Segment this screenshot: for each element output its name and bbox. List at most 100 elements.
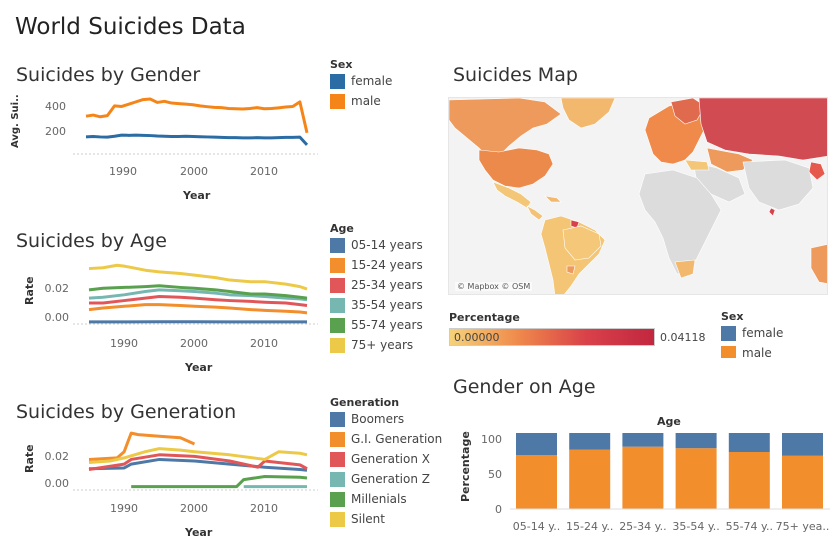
gender-chart-title: Suicides by Gender (16, 64, 201, 86)
series-line-25-34-years[interactable] (89, 294, 308, 307)
map-region-greenland[interactable] (560, 98, 616, 129)
map-sex-legend-title: Sex (721, 310, 744, 323)
gender-line-chart[interactable]: 400 200 1990 2000 2010 (0, 0, 320, 200)
series-line-15-24-years[interactable] (88, 303, 308, 315)
bar-female-2[interactable] (622, 433, 664, 447)
map-sex-legend: Sex female male (721, 310, 783, 358)
map-color-legend-title: Percentage (449, 311, 520, 324)
gender-legend: Sex female male (330, 58, 392, 111)
legend-item-female[interactable]: female (330, 71, 392, 91)
bar-male-5[interactable] (782, 455, 823, 509)
map-region-central-america[interactable] (526, 205, 544, 221)
map-region-russia[interactable] (698, 98, 828, 161)
legend-swatch (330, 237, 345, 253)
legend-swatch (721, 325, 736, 341)
generation-x-tick: 2000 (180, 502, 208, 515)
map-region-scandinavia[interactable] (670, 98, 706, 125)
series-line-silent[interactable] (88, 447, 308, 465)
bar-chart-title: Gender on Age (453, 376, 596, 398)
bar-female-3[interactable] (675, 433, 717, 449)
age-legend: Age 05-14 years 15-24 years 25-34 years … (330, 222, 423, 355)
series-line-55-74-years[interactable] (88, 284, 308, 300)
legend-item-generation-z[interactable]: Generation Z (330, 469, 442, 489)
legend-swatch (330, 277, 345, 293)
series-line-35-54-years[interactable] (88, 288, 308, 302)
map-region-turkey[interactable] (684, 159, 710, 171)
map-region-north-america[interactable] (449, 98, 562, 159)
generation-x-tick: 1990 (110, 502, 138, 515)
series-line-male[interactable] (85, 97, 309, 134)
legend-item-male[interactable]: male (721, 343, 783, 358)
series-line-75-years[interactable] (88, 263, 308, 291)
generation-x-axis-title: Year (185, 526, 213, 539)
map-color-max: 0.04118 (660, 331, 706, 344)
bar-male-3[interactable] (675, 448, 717, 509)
age-x-tick: 2010 (250, 337, 278, 350)
bar-male-4[interactable] (728, 452, 770, 509)
gender-y-tick: 200 (45, 125, 66, 138)
world-map-shapes (449, 98, 828, 294)
legend-item-25-34[interactable]: 25-34 years (330, 275, 423, 295)
map-region-uruguay[interactable] (566, 265, 576, 275)
bar-category-label: 15-24 y.. (566, 520, 613, 533)
map-color-min: 0.00000 (454, 331, 500, 344)
stacked-bar-chart[interactable]: 100 50 0 05-14 y.. 15-24 y.. 25-34 y.. 35-5… (0, 0, 839, 545)
legend-swatch (330, 337, 345, 353)
map-region-oceania[interactable] (810, 244, 828, 284)
map-region-usa[interactable] (478, 147, 554, 189)
map-region-caribbean[interactable] (544, 195, 562, 203)
legend-item-35-54[interactable]: 35-54 years (330, 295, 423, 315)
age-x-tick: 1990 (110, 337, 138, 350)
series-line-boomers[interactable] (88, 457, 308, 472)
series-line-g-i-generation[interactable] (88, 431, 196, 461)
map-color-ramp (449, 328, 655, 346)
legend-item-75-plus[interactable]: 75+ years (330, 335, 423, 355)
bar-female-0[interactable] (516, 433, 557, 456)
legend-item-05-14[interactable]: 05-14 years (330, 235, 423, 255)
age-x-axis-title: Year (185, 361, 213, 374)
legend-swatch (330, 451, 345, 467)
bar-male-0[interactable] (516, 455, 557, 509)
bar-female-5[interactable] (782, 433, 823, 456)
bar-male-1[interactable] (569, 449, 611, 509)
legend-item-female[interactable]: female (721, 323, 783, 343)
gender-x-tick: 2010 (250, 165, 278, 178)
legend-item-55-74[interactable]: 55-74 years (330, 315, 423, 335)
bar-category-label: 25-34 y.. (619, 520, 666, 533)
age-y-tick: 0.00 (45, 311, 70, 324)
map-attribution[interactable]: © Mapbox © OSM (455, 282, 533, 291)
legend-item-15-24[interactable]: 15-24 years (330, 255, 423, 275)
map-region-central-asia[interactable] (706, 147, 754, 173)
generation-line-chart[interactable]: 0.02 0.00 1990 2000 2010 (0, 0, 320, 545)
legend-item-boomers[interactable]: Boomers (330, 409, 442, 429)
age-line-chart[interactable]: 0.02 0.00 1990 2000 2010 (0, 0, 320, 370)
legend-item-generation-x[interactable]: Generation X (330, 449, 442, 469)
legend-item-millenials[interactable]: Millenials (330, 489, 442, 509)
map-title: Suicides Map (453, 64, 578, 86)
legend-swatch (721, 345, 736, 358)
generation-chart-title: Suicides by Generation (16, 401, 237, 423)
map-region-south-africa[interactable] (674, 259, 696, 279)
series-line-millenials[interactable] (131, 475, 308, 489)
bar-male-2[interactable] (622, 446, 664, 509)
gender-x-axis-title: Year (183, 189, 211, 202)
bar-chart-header: Age (657, 415, 681, 428)
legend-item-silent[interactable]: Silent (330, 509, 442, 529)
generation-y-tick: 0.02 (45, 450, 70, 463)
legend-swatch (330, 511, 345, 527)
map-region-mexico[interactable] (492, 181, 532, 209)
bar-female-4[interactable] (728, 433, 770, 452)
legend-swatch (330, 431, 345, 447)
gender-legend-title: Sex (330, 58, 353, 71)
legend-item-male[interactable]: male (330, 91, 392, 111)
series-line-female[interactable] (85, 133, 309, 146)
age-x-tick: 2000 (180, 337, 208, 350)
series-line-generation-x[interactable] (88, 453, 308, 472)
map-region-korea-japan[interactable] (808, 161, 826, 181)
world-map[interactable]: © Mapbox © OSM (448, 97, 828, 295)
bar-female-1[interactable] (569, 433, 611, 450)
bar-y-tick: 0 (495, 503, 502, 516)
map-region-sri-lanka[interactable] (768, 207, 776, 217)
legend-item-gi-generation[interactable]: G.I. Generation (330, 429, 442, 449)
map-region-brazil[interactable] (562, 225, 602, 261)
